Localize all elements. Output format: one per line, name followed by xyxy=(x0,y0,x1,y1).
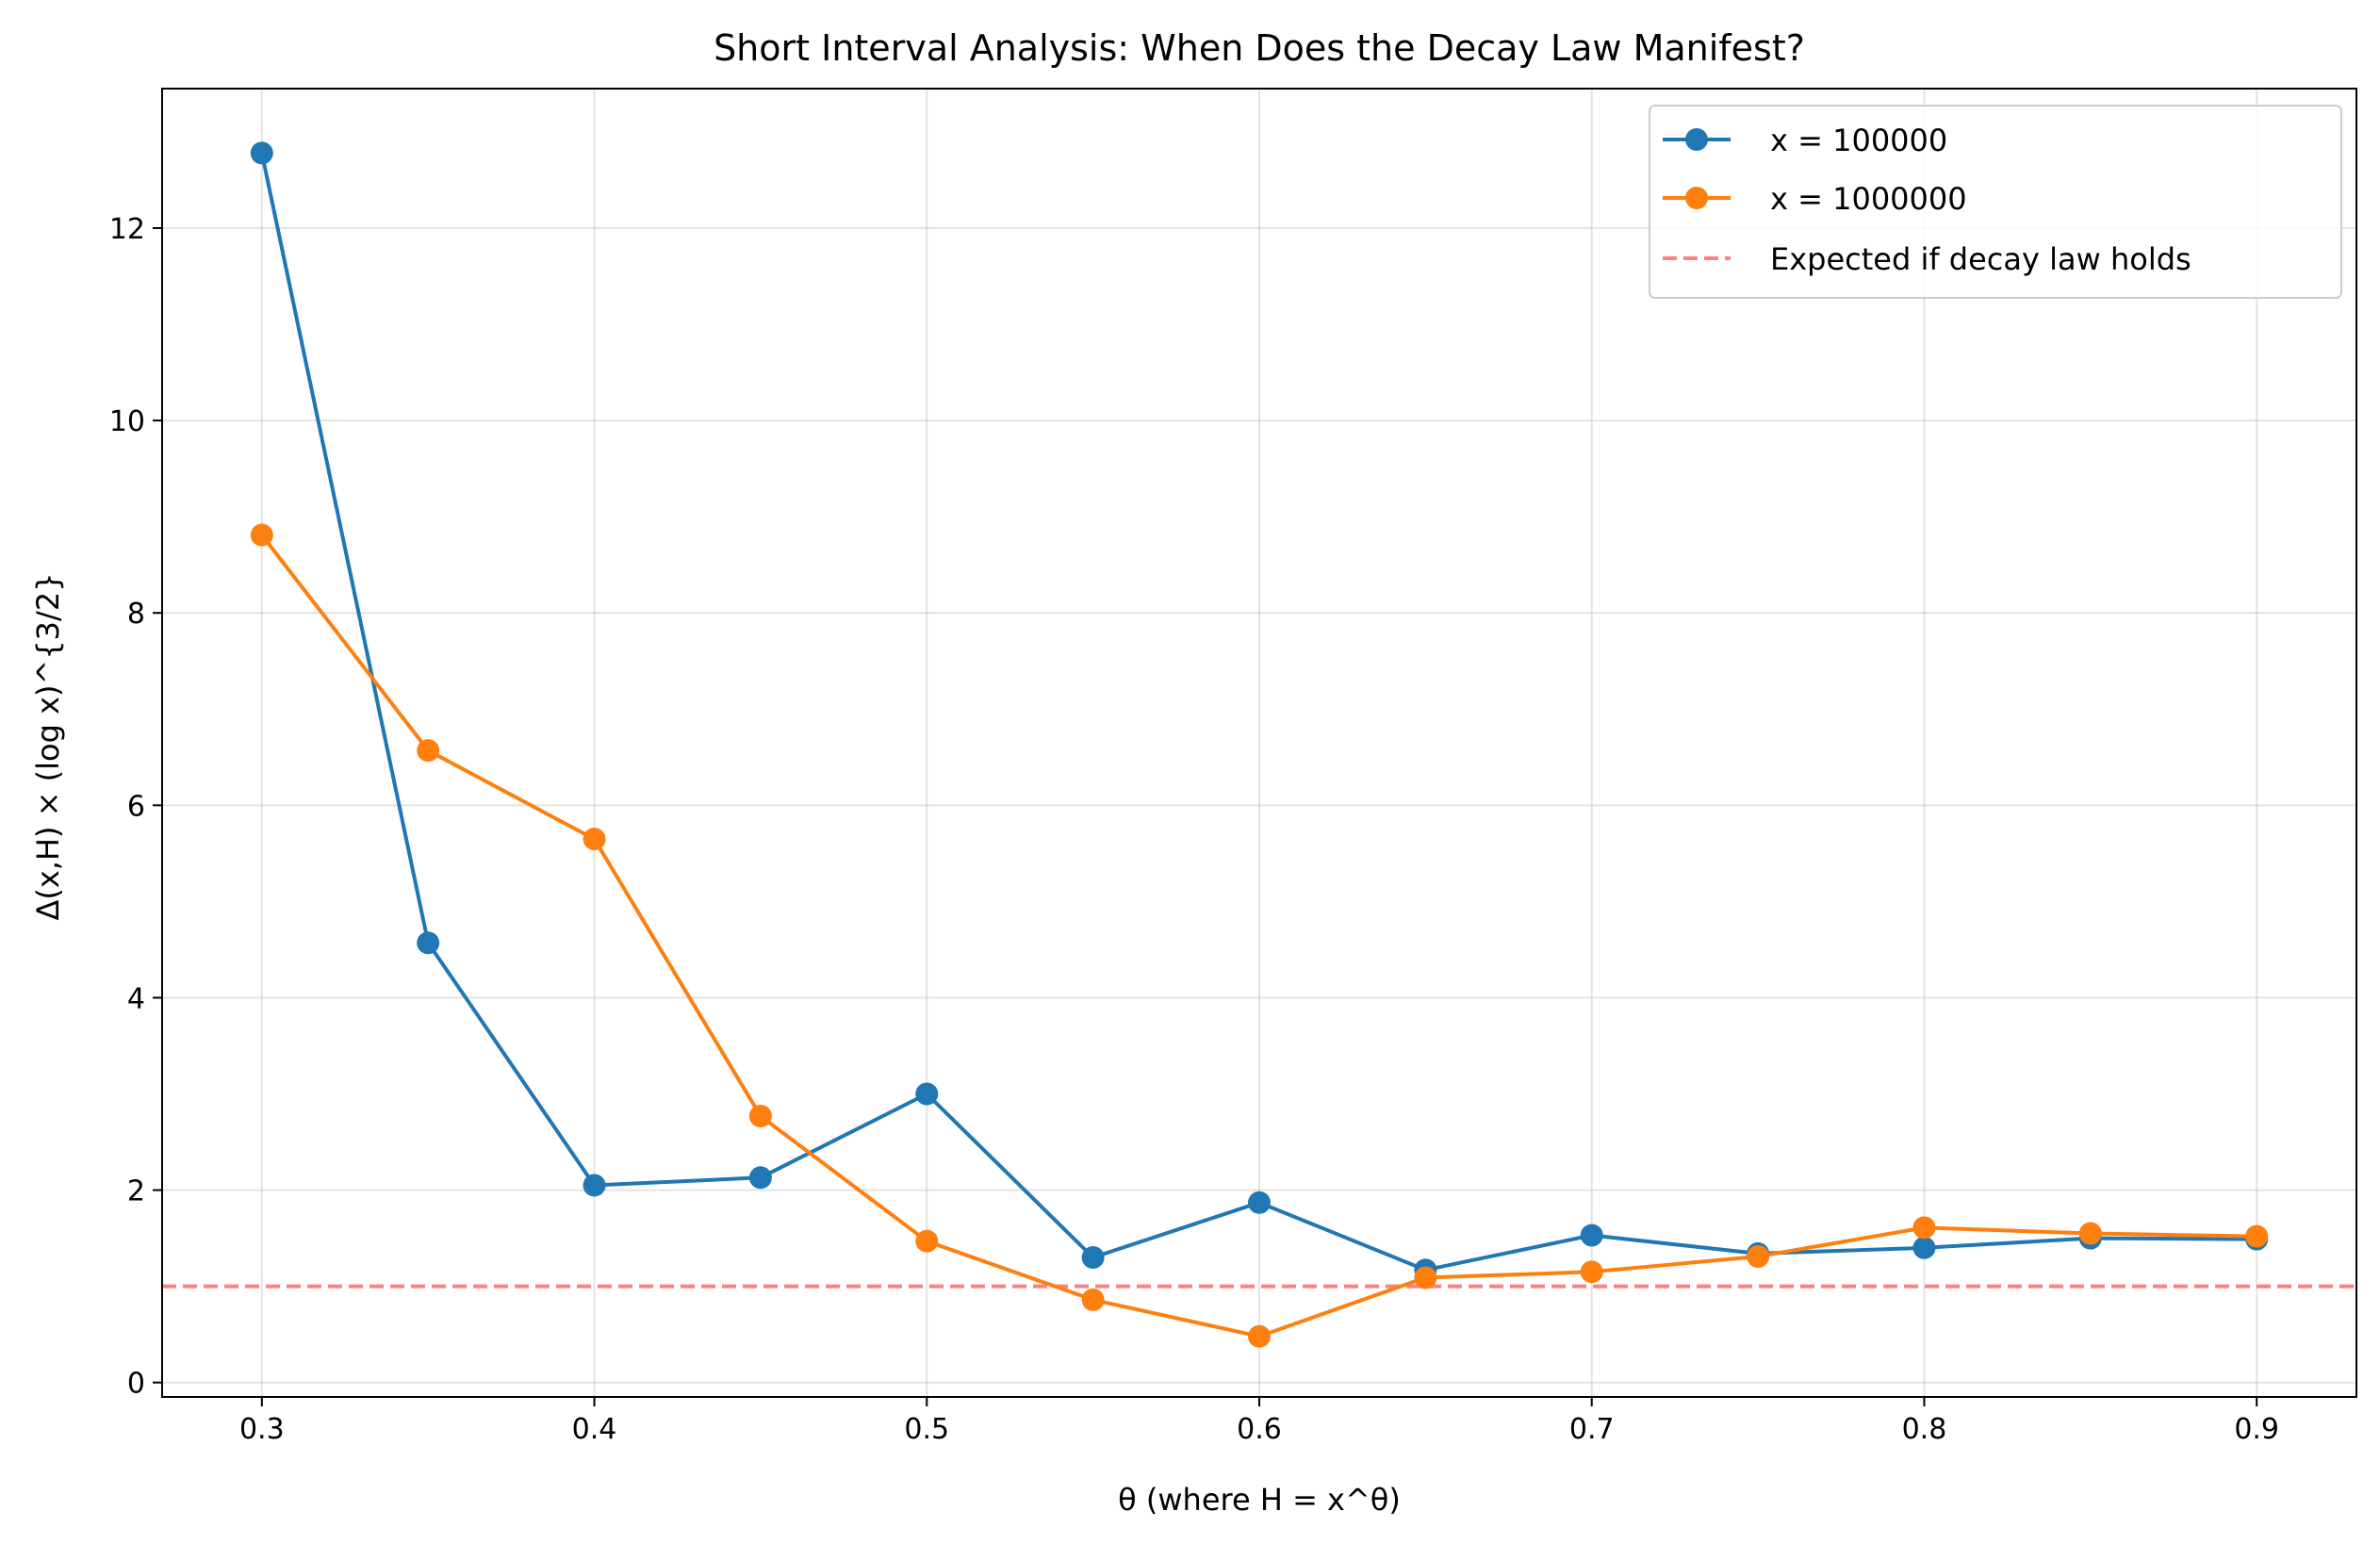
data-point xyxy=(2245,1224,2269,1248)
data-point xyxy=(250,523,273,547)
data-point xyxy=(1580,1260,1603,1284)
x-axis-label: θ (where H = x^θ) xyxy=(1118,1482,1401,1518)
y-tick-label: 0 xyxy=(127,1368,145,1401)
legend-label: x = 1000000 xyxy=(1770,181,1967,217)
data-point xyxy=(915,1229,939,1253)
data-point xyxy=(1580,1224,1603,1247)
y-tick-label: 12 xyxy=(109,213,145,246)
data-point xyxy=(748,1104,772,1127)
data-point xyxy=(250,141,273,165)
data-point xyxy=(583,828,606,851)
data-point xyxy=(417,739,440,763)
data-point xyxy=(583,1174,606,1197)
legend-box xyxy=(1649,105,2342,299)
data-point xyxy=(748,1166,772,1190)
y-tick-label: 10 xyxy=(109,405,145,438)
data-point xyxy=(1248,1324,1271,1348)
x-tick-label: 0.8 xyxy=(1902,1413,1947,1446)
data-point xyxy=(1747,1244,1770,1268)
y-axis-label: Δ(x,H) × (log x)^{3/2} xyxy=(30,572,66,920)
data-point xyxy=(1081,1288,1105,1311)
ticks: 0.3 0.4 0.5 0.6 0.7 0.8 0.9 0 2 4 6 8 10 12 xyxy=(109,213,2279,1446)
grid xyxy=(162,89,2356,1397)
x-tick-label: 0.6 xyxy=(1237,1413,1282,1446)
legend-label: x = 100000 xyxy=(1770,123,1947,158)
data-point xyxy=(1912,1216,1936,1240)
series-2 xyxy=(250,523,2269,1348)
data-point xyxy=(1912,1236,1936,1259)
data-point xyxy=(1414,1266,1437,1289)
series-layer xyxy=(250,141,2269,1348)
legend-marker xyxy=(1685,128,1708,151)
legend: x = 100000 x = 1000000 Expected if decay l… xyxy=(1649,105,2342,299)
y-tick-label: 4 xyxy=(127,982,145,1015)
legend-label: Expected if decay law holds xyxy=(1770,241,2191,277)
data-point xyxy=(417,931,440,955)
x-tick-label: 0.3 xyxy=(239,1413,285,1446)
data-point xyxy=(2078,1222,2102,1245)
x-tick-label: 0.5 xyxy=(904,1413,949,1446)
legend-marker xyxy=(1685,187,1708,209)
y-tick-label: 8 xyxy=(127,598,145,631)
y-tick-label: 2 xyxy=(127,1175,145,1208)
chart-title: Short Interval Analysis: When Does the D… xyxy=(714,27,1805,69)
x-tick-label: 0.9 xyxy=(2234,1413,2279,1446)
y-tick-label: 6 xyxy=(127,790,145,823)
data-point xyxy=(1248,1191,1271,1214)
data-point xyxy=(1081,1246,1105,1270)
data-point xyxy=(915,1082,939,1106)
x-tick-label: 0.4 xyxy=(572,1413,617,1446)
x-tick-label: 0.7 xyxy=(1569,1413,1615,1446)
